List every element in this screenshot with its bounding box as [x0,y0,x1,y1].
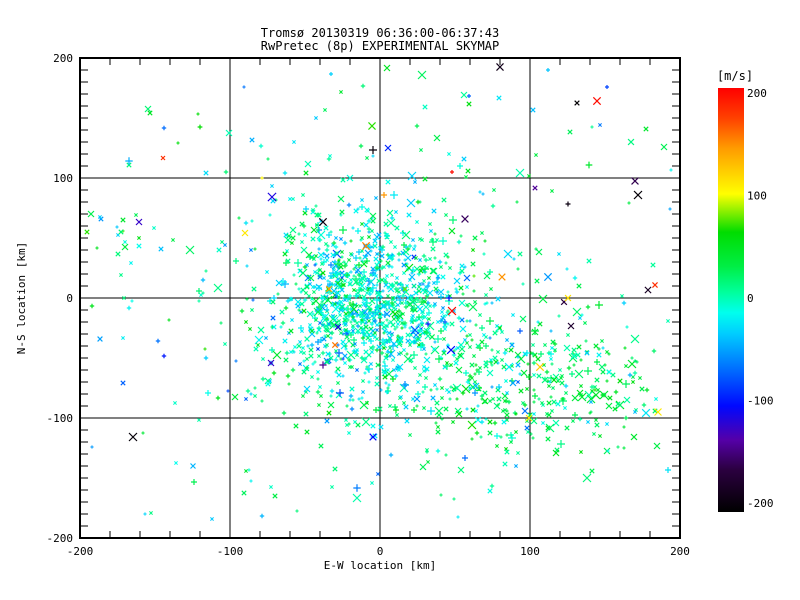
svg-text:100: 100 [53,172,73,185]
svg-text:200: 200 [670,545,690,558]
plot-subtitle: RwPretec (8p) EXPERIMENTAL SKYMAP [260,39,500,53]
svg-text:100: 100 [520,545,540,558]
svg-text:-100: -100 [47,412,74,425]
y-axis-label: N-S location [km] [15,241,28,355]
plot-title: Tromsø 20130319 06:36:00-06:37:43 [260,26,500,40]
svg-text:-100: -100 [747,395,774,408]
svg-text:-200: -200 [47,532,74,545]
x-tick-labels: -200 -100 0 100 200 [67,545,690,558]
svg-text:-200: -200 [67,545,94,558]
colorbar [718,88,744,512]
y-tick-labels: -200 -100 0 100 200 [47,52,74,545]
svg-text:0: 0 [747,292,754,305]
svg-text:200: 200 [53,52,73,65]
plot-frame [79,57,681,539]
colorbar-tick-labels: 200 100 0 -100 -200 [747,87,774,510]
svg-text:0: 0 [377,545,384,558]
svg-text:100: 100 [747,190,767,203]
x-axis-label: E-W location [km] [323,559,437,572]
colorbar-unit-label: [m/s] [716,69,754,83]
svg-text:-100: -100 [217,545,244,558]
svg-text:-200: -200 [747,497,774,510]
scatter-points [84,63,673,521]
svg-text:200: 200 [747,87,767,100]
svg-text:0: 0 [66,292,73,305]
axis-ticks [79,57,681,539]
grid-lines [80,58,680,538]
